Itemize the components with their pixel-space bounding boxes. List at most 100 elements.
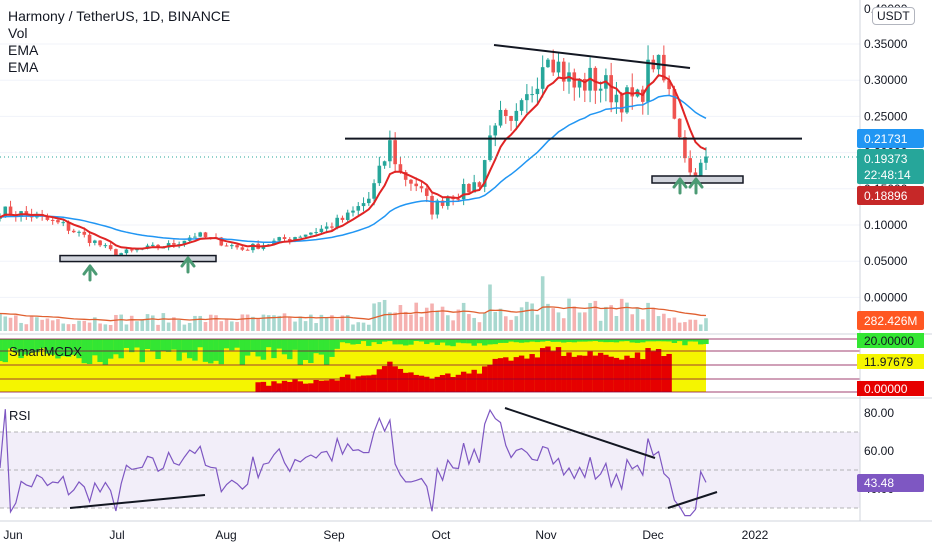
mcdx-green-bar (329, 339, 335, 357)
mcdx-green-bar (255, 339, 261, 357)
mcdx-green-bar (297, 339, 304, 365)
volume-bar (409, 314, 413, 331)
mcdx-green-bar (34, 339, 40, 353)
volume-bar (646, 302, 650, 331)
candle-body (193, 236, 197, 238)
rsi-trendline-up (69, 494, 206, 509)
candle-body (677, 118, 682, 138)
mcdx-green-bar (97, 339, 103, 362)
chart-legend: Harmony / TetherUS, 1D, BINANCE Vol EMA … (8, 8, 230, 76)
mcdx-red-bar (402, 372, 409, 392)
candle-body (345, 212, 350, 220)
candle-body (129, 249, 134, 251)
candle-body (388, 140, 392, 162)
mcdx-red-bar (371, 374, 377, 392)
volume-bar (156, 324, 160, 331)
candle-body (403, 172, 408, 180)
mcdx-green-bar (350, 339, 356, 345)
candle-body (198, 232, 203, 237)
volume-bar (662, 313, 666, 331)
volume-bar (430, 303, 434, 331)
candle-body (456, 199, 461, 201)
mcdx-green-bar (513, 339, 520, 343)
volume-bar (256, 319, 260, 331)
mcdx-green-bar (429, 339, 435, 343)
volume-bar (540, 276, 545, 331)
candle-body (477, 182, 482, 187)
currency-button[interactable]: USDT (872, 7, 915, 25)
volume-bar (150, 315, 155, 331)
mcdx-green-bar (118, 339, 124, 359)
mcdx-red-bar (545, 346, 551, 392)
candle-body (66, 222, 71, 231)
mcdx-red-bar (455, 374, 462, 392)
candle-body (546, 59, 550, 68)
time-axis-tick: 2022 (742, 528, 769, 542)
volume-bar (14, 315, 18, 331)
mcdx-red-bar (387, 361, 393, 392)
mcdx-red-bar (350, 379, 356, 392)
volume-bar (393, 312, 397, 331)
candle-body (150, 244, 155, 246)
candle-body (3, 206, 8, 218)
mcdx-green-bar (545, 339, 551, 342)
mcdx-green-bar (266, 339, 272, 348)
volume-bar (535, 314, 540, 331)
candle-body (287, 238, 292, 241)
mcdx-red-bar (408, 372, 414, 392)
volume-bar (693, 319, 698, 331)
volume-bar (319, 314, 324, 331)
mcdx-red-bar (355, 376, 361, 392)
volume-bar (230, 321, 234, 331)
price-tag-bg (857, 186, 924, 205)
volume-bar (66, 324, 71, 331)
mcdx-red-bar (576, 355, 583, 392)
drawings (59, 44, 802, 282)
candle-body (467, 184, 471, 193)
volume-bar (119, 314, 123, 331)
mcdx-red-bar (281, 380, 288, 392)
candle-body (108, 245, 113, 250)
mcdx-green-bar (39, 339, 45, 349)
volume-bar (161, 313, 166, 331)
mcdx-green-bar (281, 339, 288, 355)
volume-bar (224, 319, 229, 331)
mcdx-green-bar (76, 339, 82, 359)
volume-bar (472, 317, 476, 331)
mcdx-green-bar (692, 339, 699, 342)
candle-body (424, 188, 429, 196)
volume-bar (77, 320, 81, 331)
candle-body (240, 247, 245, 250)
mcdx-green-bar (413, 339, 419, 342)
volume-bar (683, 322, 687, 331)
mcdx-green-bar (434, 339, 440, 345)
mcdx-green-bar (687, 339, 693, 342)
volume-bar (345, 315, 350, 331)
candle-body (551, 59, 556, 73)
candle-body (630, 87, 635, 97)
candle-body (56, 220, 60, 223)
mcdx-green-bar (497, 339, 504, 343)
candle-body (309, 232, 313, 235)
mcdx-axis-label: 0.00000 (864, 382, 908, 396)
volume-bar (467, 314, 471, 331)
candle-body (98, 240, 102, 246)
candle-body (535, 88, 540, 95)
mcdx-green-bar (186, 339, 193, 359)
volume-bar (361, 322, 366, 331)
volume-bar (477, 322, 482, 331)
volume-bar (546, 303, 550, 331)
mcdx-axis: 20.00000 11.97679 0.00000 (857, 333, 924, 396)
volume-bar (203, 322, 208, 331)
mcdx-red-bar (434, 376, 440, 392)
mcdx-green-bar (150, 339, 156, 352)
mcdx-green-bar (676, 339, 683, 342)
mcdx-green-bar (508, 339, 514, 342)
mcdx-red-bar (445, 373, 451, 392)
mcdx-red-bar (513, 357, 520, 392)
legend-vol: Vol (8, 25, 28, 41)
mcdx-red-bar (318, 380, 325, 392)
volume-bar (172, 317, 176, 331)
volume-bar (309, 314, 313, 331)
